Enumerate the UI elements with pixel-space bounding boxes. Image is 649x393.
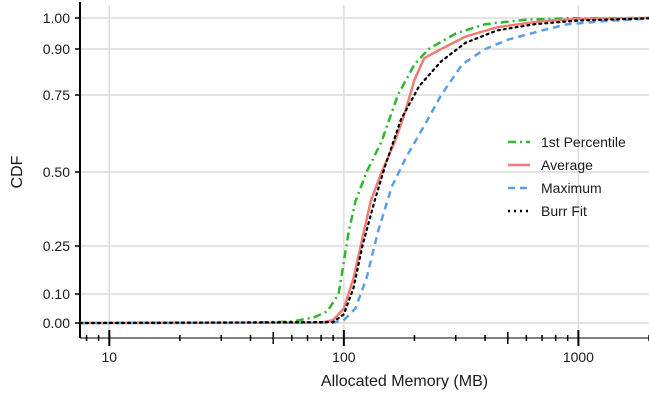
- legend-label: 1st Percentile: [541, 134, 626, 150]
- x-tick-label: 10: [102, 349, 118, 365]
- legend-label: Average: [541, 157, 593, 173]
- y-tick-label: 1.00: [43, 10, 70, 26]
- x-axis-title: Allocated Memory (MB): [321, 373, 488, 390]
- legend-label: Burr Fit: [541, 203, 587, 219]
- y-tick-label: 0.00: [43, 315, 70, 331]
- series-line: [79, 16, 649, 325]
- x-tick-label: 100: [332, 349, 356, 365]
- y-tick-label: 0.75: [43, 87, 70, 103]
- y-tick-label: 0.90: [43, 41, 70, 57]
- series-line: [79, 16, 649, 325]
- y-tick-label: 0.10: [43, 286, 70, 302]
- legend-label: Maximum: [541, 180, 602, 196]
- y-tick-label: 0.50: [43, 164, 70, 180]
- series-line: [78, 17, 649, 325]
- y-tick-label: 0.25: [43, 238, 70, 254]
- x-tick-label: 1000: [563, 349, 594, 365]
- y-axis-title: CDF: [9, 155, 26, 188]
